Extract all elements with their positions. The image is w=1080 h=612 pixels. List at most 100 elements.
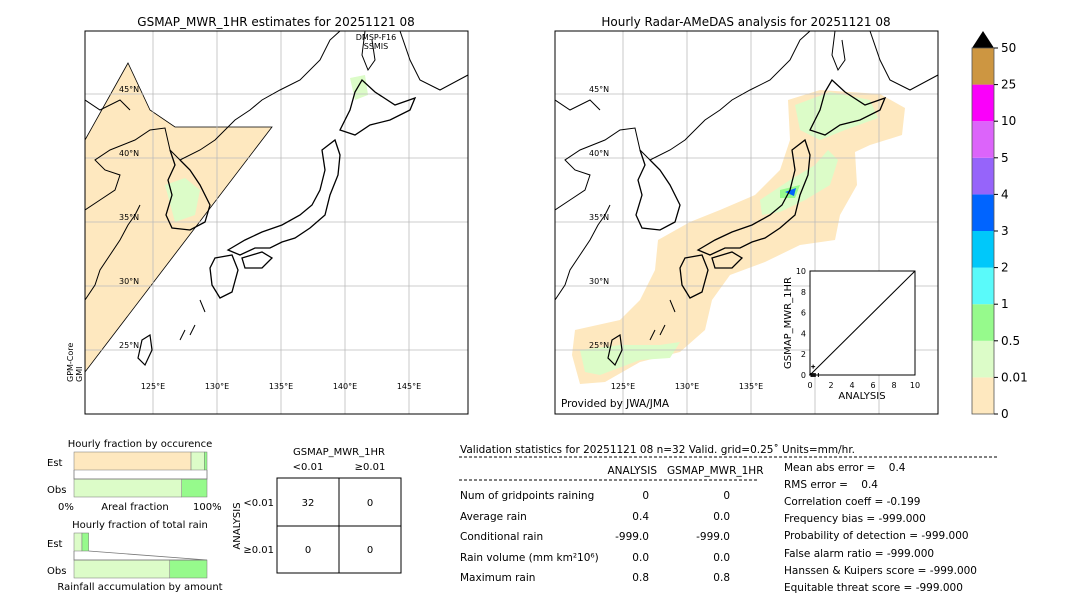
rain-fraction-chart: Hourly fraction of total rain Est Obs Ra…: [47, 520, 223, 593]
stat-label: Rain volume (mm km²10⁶): [460, 551, 599, 564]
obs-bar-segment: [181, 478, 208, 498]
connector: [73, 470, 208, 480]
colorbar-segment: [972, 304, 994, 341]
score: Equitable threat score = -999.000: [784, 581, 963, 594]
x-tick-label: 0: [807, 381, 812, 390]
credit-label: Provided by JWA/JMA: [561, 398, 670, 410]
lon-label: 130°E: [205, 382, 229, 391]
right-map: Hourly Radar-AMeDAS analysis for 2025112…: [554, 15, 939, 415]
obs-bar-segment: [169, 559, 208, 579]
colorbar-tick-label: 5: [1001, 151, 1009, 165]
rain-area: [760, 150, 838, 215]
rain-fraction-title: Hourly fraction of total rain: [72, 520, 208, 531]
est-bar-segment: [190, 451, 205, 471]
table-cell: 0: [367, 545, 373, 556]
col-header: <0.01: [293, 462, 324, 473]
table-cell: 32: [302, 498, 315, 509]
lat-label: 40°N: [119, 149, 139, 158]
col-analysis: ANALYSIS: [607, 465, 657, 477]
colorbar-segment: [972, 157, 994, 195]
contingency-table: GSMAP_MWR_1HR <0.01 ≥0.01 <0.01 ≥0.01 AN…: [232, 447, 402, 574]
x-tick-label: 2: [828, 381, 833, 390]
score: Correlation coeff = -0.199: [784, 496, 921, 509]
left-map: GSMAP_MWR_1HR estimates for 20251121 08 …: [66, 15, 469, 415]
colorbar-segment: [972, 377, 994, 414]
row-header: ≥0.01: [243, 545, 274, 556]
colorbar-segment: [972, 48, 994, 85]
scatter-xlabel: ANALYSIS: [838, 391, 885, 402]
col-gsmap: GSMAP_MWR_1HR: [667, 465, 764, 477]
lon-label: 135°E: [739, 382, 763, 391]
right-map-frame: [554, 30, 939, 415]
satellite-label: SSMIS: [364, 42, 389, 51]
scatter-ylabel: GSMAP_MWR_1HR: [783, 277, 794, 369]
score: Frequency bias = -999.000: [784, 513, 926, 526]
colorbar-segment: [972, 194, 994, 231]
colorbar-tick-label: 25: [1001, 78, 1016, 92]
lat-label: 45°N: [589, 85, 609, 94]
colorbar-segment: [972, 340, 994, 378]
lat-label: 40°N: [589, 149, 609, 158]
y-tick-label: 0: [801, 371, 806, 380]
colorbar-tick-label: 50: [1001, 41, 1016, 55]
colorbar-segment: [972, 84, 994, 122]
colorbar-tick-label: 0: [1001, 407, 1009, 421]
colorbar-tick-label: 2: [1001, 261, 1009, 275]
lon-label: 125°E: [141, 382, 165, 391]
score: Probability of detection = -999.000: [784, 530, 969, 543]
score: False alarm ratio = -999.000: [784, 547, 935, 560]
score: Mean abs error = 0.4: [784, 462, 906, 474]
lat-label: 30°N: [119, 277, 139, 286]
stats-header: Validation statistics for 20251121 08 n=…: [460, 444, 856, 456]
obs-bar-segment: [73, 559, 171, 579]
colorbar-tick-label: 4: [1001, 187, 1009, 201]
occurrence-xlabel: Areal fraction: [101, 502, 168, 513]
obs-label: Obs: [47, 485, 66, 496]
stat-gsmap: 0.0: [713, 510, 730, 523]
gridlines: [85, 31, 468, 414]
colorbar-segment: [972, 267, 994, 305]
scatter-inset: 0 2 4 6 8 10 0 2 4 6 8 10 ANALYSIS GSMAP_MWR_1HR: [783, 267, 920, 402]
y-tick-label: 2: [801, 350, 806, 359]
x-tick-label: 8: [891, 381, 896, 390]
lon-label: 135°E: [269, 382, 293, 391]
colorbar-tick-label: 0.5: [1001, 334, 1020, 348]
stat-label: Average rain: [460, 510, 527, 523]
scatter-point: [811, 364, 816, 369]
lat-label: 35°N: [589, 213, 609, 222]
rain-area: [795, 92, 878, 140]
col-header: ≥0.01: [355, 462, 386, 473]
lon-label: 125°E: [611, 382, 635, 391]
colorbar-segment: [972, 121, 994, 158]
stat-gsmap: 0.8: [713, 572, 730, 584]
stat-label: Conditional rain: [460, 531, 544, 543]
lat-label: 25°N: [589, 341, 609, 350]
colorbar-tick-label: 3: [1001, 224, 1009, 238]
obs-label: Obs: [47, 566, 66, 577]
connector: [73, 550, 208, 561]
stat-analysis: -999.0: [615, 531, 649, 543]
y-tick-label: 6: [801, 309, 806, 318]
lat-label: 25°N: [119, 341, 139, 350]
est-bar-segment: [81, 532, 89, 552]
row-label: ANALYSIS: [232, 502, 243, 549]
occurrence-chart: Hourly fraction by occurence Est Obs 0% …: [47, 439, 222, 513]
x-tick-label: 10: [910, 381, 920, 390]
score: Hanssen & Kuipers score = -999.000: [784, 564, 977, 577]
rain-area: [350, 75, 368, 100]
est-label: Est: [47, 539, 63, 550]
colorbar: 0 0.01 0.5 1 2 3 4 5 10 25 50: [971, 31, 1028, 421]
xtick-100: 100%: [193, 502, 222, 513]
obs-bar-segment: [73, 478, 182, 498]
colorbar-segment: [972, 231, 994, 268]
y-tick-label: 4: [801, 329, 806, 338]
lat-label: 30°N: [589, 277, 609, 286]
row-header: <0.01: [243, 498, 274, 509]
left-map-frame: [84, 30, 469, 415]
y-tick-label: 8: [801, 288, 806, 297]
stat-analysis: 0: [642, 490, 649, 502]
satellite-label: GPM-Core: [66, 343, 75, 382]
stat-gsmap: 0.0: [713, 551, 730, 564]
xtick-0: 0%: [58, 502, 74, 513]
